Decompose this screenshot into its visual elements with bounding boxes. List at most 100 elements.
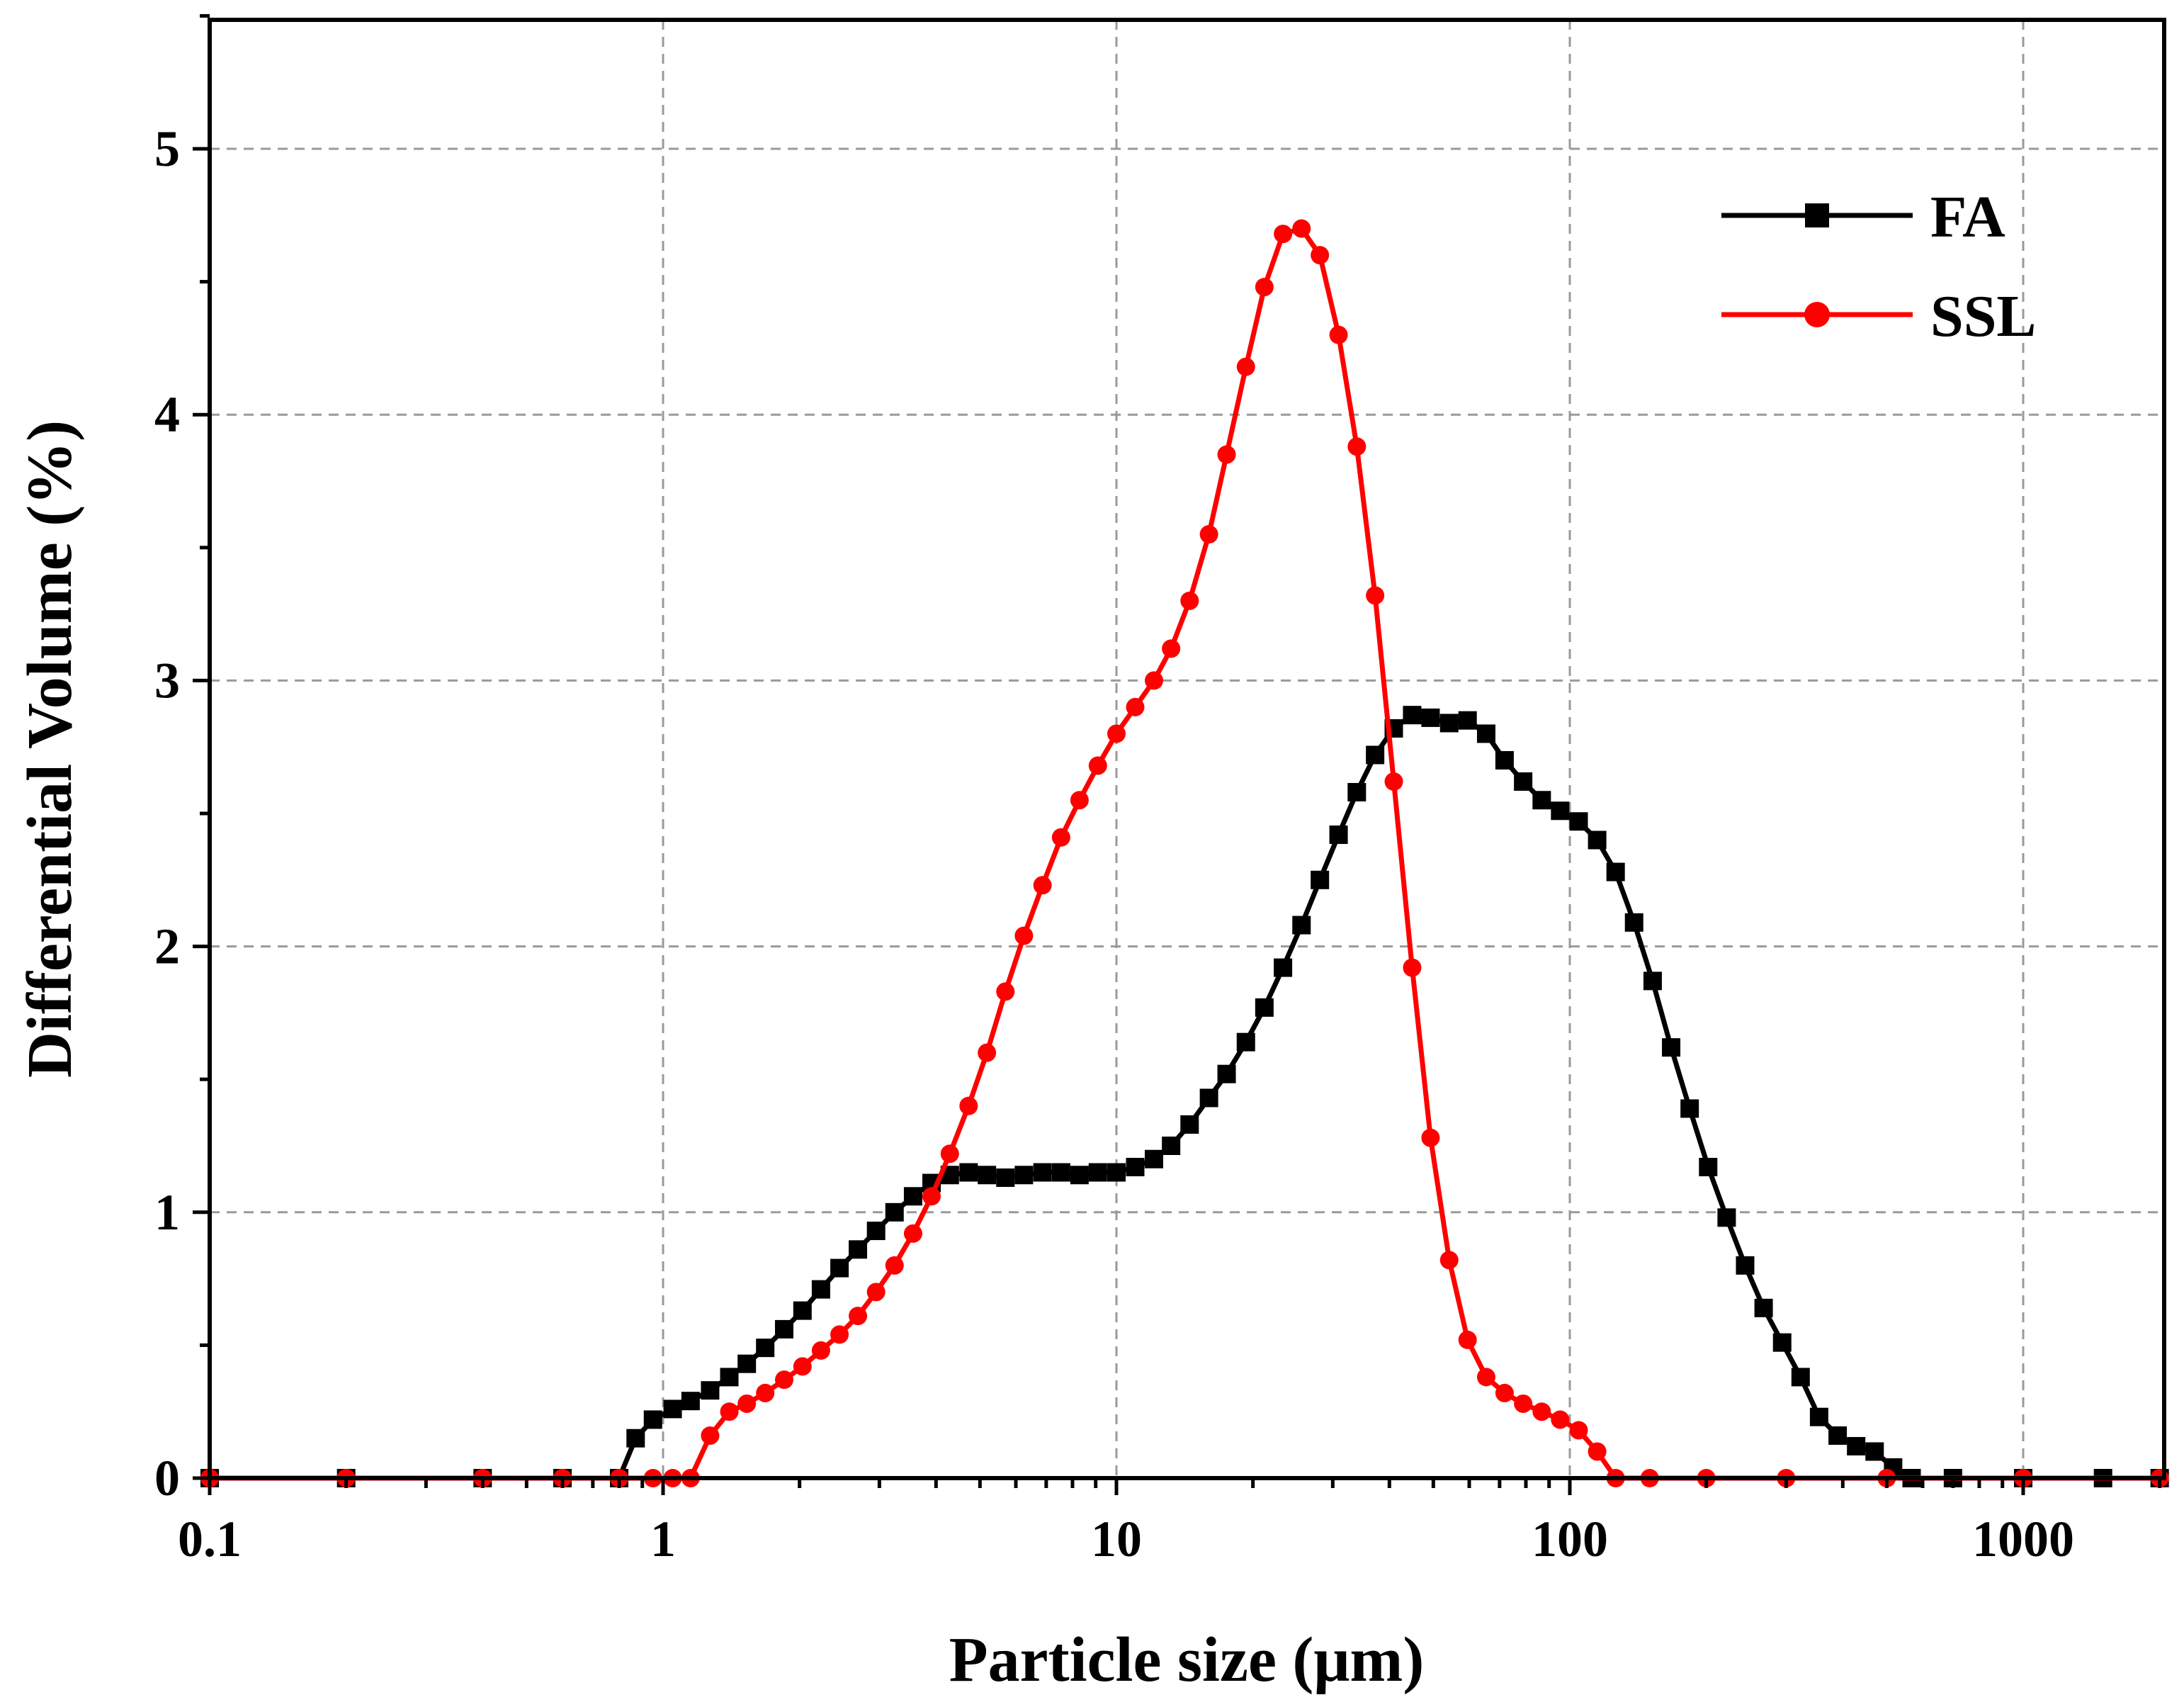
x-tick-label: 10	[1091, 1511, 1142, 1567]
data-point-ssl	[1033, 876, 1052, 895]
y-axis-title: Differential Volume (%)	[15, 420, 85, 1078]
data-point-fa	[1791, 1368, 1810, 1387]
data-point-ssl	[1476, 1368, 1495, 1387]
data-point-fa	[1421, 708, 1440, 727]
data-point-fa	[737, 1354, 757, 1373]
data-point-ssl	[720, 1402, 739, 1421]
data-point-ssl	[959, 1096, 978, 1115]
data-point-ssl	[1458, 1330, 1477, 1349]
data-point-ssl	[1051, 828, 1070, 847]
data-point-fa	[1033, 1163, 1052, 1182]
data-point-ssl	[1126, 697, 1145, 716]
data-point-fa	[1736, 1256, 1755, 1275]
series-layer	[200, 219, 2169, 1487]
x-tick-label: 0.1	[178, 1511, 242, 1567]
data-point-ssl	[1255, 278, 1274, 297]
data-point-fa	[1809, 1407, 1828, 1426]
data-point-fa	[849, 1240, 868, 1259]
data-point-ssl	[922, 1187, 941, 1206]
y-tick-label: 2	[154, 918, 180, 975]
data-point-ssl	[737, 1394, 757, 1413]
data-point-fa	[1588, 830, 1607, 850]
data-point-fa	[885, 1202, 904, 1222]
grid-lines	[210, 20, 2164, 1478]
data-point-ssl	[1292, 219, 1311, 238]
data-point-fa	[1126, 1158, 1145, 1177]
data-point-ssl	[1588, 1442, 1607, 1461]
data-point-ssl	[940, 1144, 959, 1164]
tick-labels: 0.1 1 10 100 1000 0 1 2 3 4 5	[154, 120, 2074, 1567]
data-point-fa	[978, 1166, 997, 1185]
data-point-fa	[1014, 1166, 1034, 1185]
data-point-fa	[1495, 750, 1514, 770]
data-point-fa	[1070, 1166, 1089, 1185]
legend-item-fa: FA	[1721, 184, 2005, 250]
data-point-fa	[1051, 1163, 1070, 1182]
y-tick-label: 4	[154, 386, 180, 443]
data-point-ssl	[1347, 437, 1367, 456]
y-tick-label: 0	[154, 1450, 180, 1506]
data-point-fa	[1514, 772, 1533, 791]
data-point-fa	[1217, 1064, 1236, 1083]
data-point-fa	[1569, 812, 1588, 831]
data-point-fa	[1162, 1137, 1181, 1155]
plot-frame	[208, 18, 2166, 1480]
x-tick-label: 1	[650, 1511, 676, 1567]
data-point-fa	[959, 1163, 978, 1182]
data-point-fa	[1532, 791, 1551, 810]
data-point-fa	[1754, 1298, 1773, 1317]
data-point-fa	[793, 1301, 812, 1320]
data-point-fa	[681, 1392, 700, 1411]
data-point-ssl	[1144, 671, 1163, 690]
legend-label-fa: FA	[1930, 184, 2005, 250]
data-point-fa	[866, 1222, 886, 1241]
data-point-ssl	[1514, 1394, 1533, 1413]
data-point-ssl	[1180, 591, 1199, 610]
data-point-ssl	[885, 1256, 904, 1275]
data-point-fa	[1624, 913, 1643, 932]
data-point-ssl	[1403, 958, 1422, 977]
data-point-fa	[830, 1258, 849, 1278]
data-point-fa	[1199, 1088, 1218, 1108]
data-point-fa	[1606, 862, 1625, 881]
data-point-fa	[903, 1187, 922, 1206]
data-point-ssl	[1236, 357, 1255, 376]
legend: FA SSL	[1721, 184, 2036, 349]
data-point-ssl	[1162, 639, 1181, 658]
data-point-ssl	[830, 1325, 849, 1344]
data-point-ssl	[1217, 445, 1236, 464]
data-point-fa	[1865, 1442, 1884, 1461]
data-point-ssl	[996, 982, 1015, 1001]
legend-label-ssl: SSL	[1930, 283, 2036, 349]
data-point-ssl	[903, 1224, 922, 1243]
data-point-fa	[756, 1339, 775, 1358]
data-point-fa	[1144, 1149, 1163, 1168]
data-point-fa	[1180, 1115, 1199, 1134]
series-line-ssl	[210, 226, 2160, 1481]
data-point-ssl	[774, 1370, 793, 1390]
x-axis-title: Particle size (μm)	[949, 1625, 1425, 1695]
data-point-fa	[1347, 782, 1367, 801]
data-point-ssl	[1495, 1383, 1514, 1402]
data-point-fa	[1772, 1333, 1792, 1352]
data-point-fa	[1717, 1208, 1736, 1227]
data-point-ssl	[1366, 586, 1385, 605]
data-point-ssl	[1551, 1410, 1570, 1429]
data-point-fa	[1236, 1032, 1255, 1052]
data-point-ssl	[1274, 225, 1293, 244]
data-point-ssl	[1384, 772, 1403, 791]
data-point-ssl	[849, 1307, 868, 1326]
data-point-ssl	[1199, 525, 1218, 544]
data-point-fa	[1366, 745, 1385, 765]
data-point-fa	[1107, 1163, 1126, 1182]
data-point-fa	[1476, 724, 1495, 743]
data-point-ssl	[978, 1043, 997, 1062]
data-point-fa	[996, 1168, 1015, 1188]
x-tick-label: 1000	[1972, 1511, 2074, 1567]
data-point-fa	[626, 1429, 645, 1448]
legend-item-ssl: SSL	[1721, 283, 2036, 349]
data-point-ssl	[1532, 1402, 1551, 1421]
data-point-fa	[1255, 998, 1274, 1017]
data-point-fa	[1458, 711, 1477, 730]
data-point-fa	[1828, 1426, 1848, 1445]
